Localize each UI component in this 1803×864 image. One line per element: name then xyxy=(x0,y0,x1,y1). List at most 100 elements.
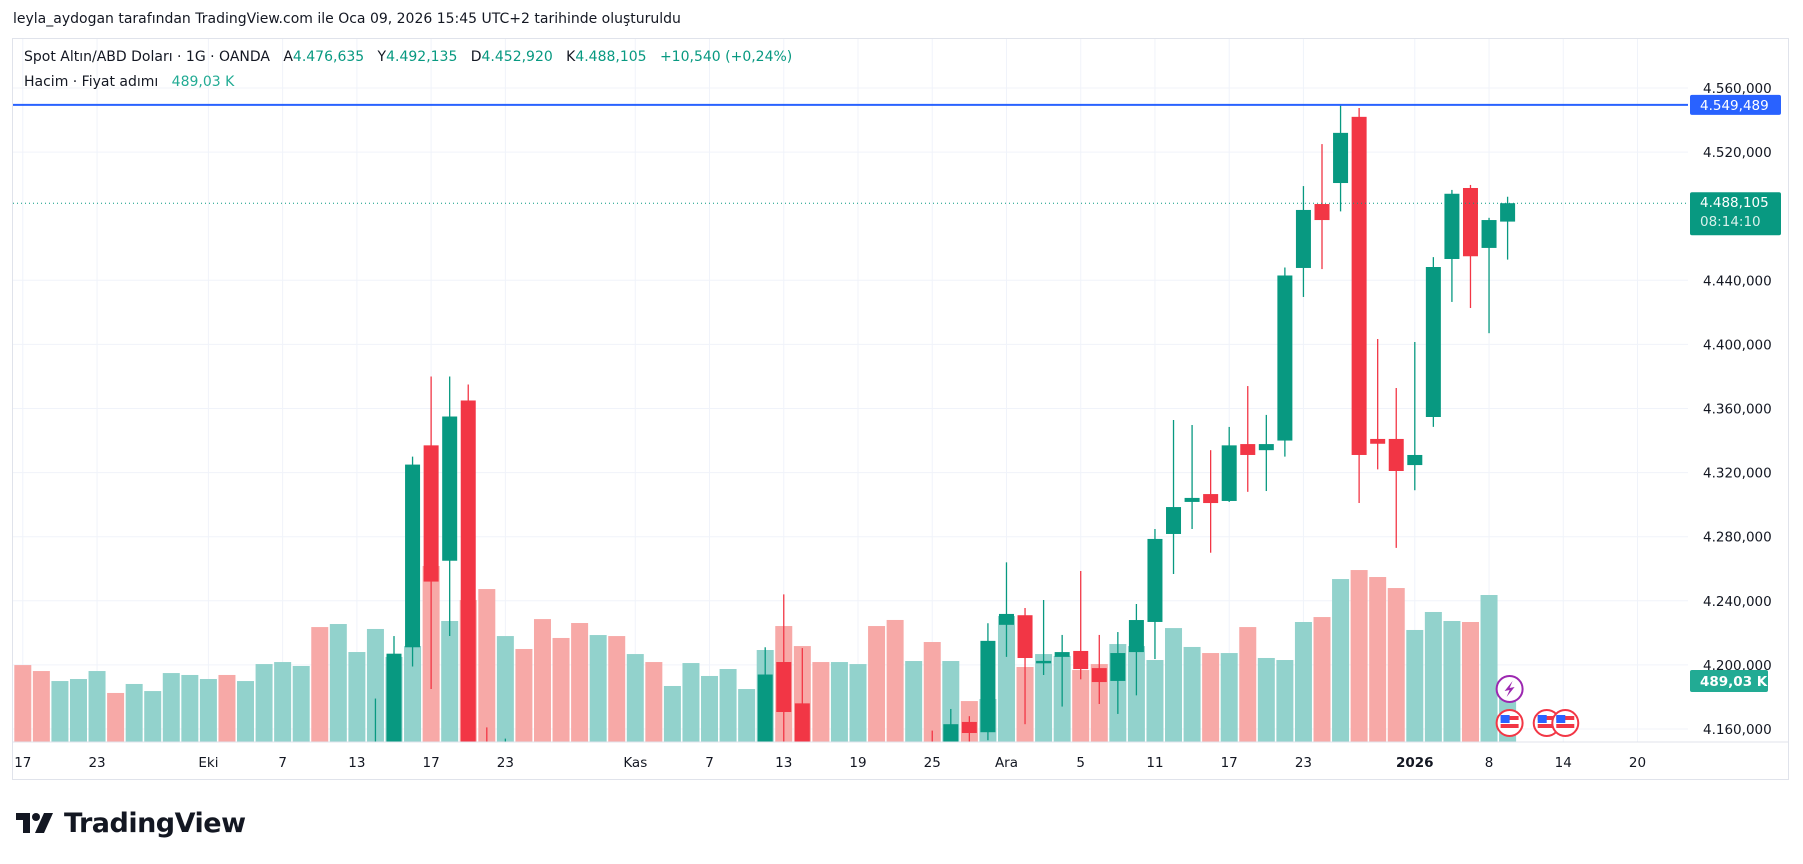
horizontal-line-price-badge[interactable] xyxy=(1690,94,1781,115)
price-axis[interactable]: 4.560,000 4.520,000 4.440,000 4.400,000 4.36… xyxy=(1690,81,1781,738)
candle xyxy=(1184,425,1200,530)
high-label: Y xyxy=(377,49,387,65)
candle xyxy=(1425,257,1441,427)
candle-body xyxy=(1184,497,1200,502)
candle xyxy=(1258,414,1274,492)
volume-bar xyxy=(1165,628,1183,742)
volume-bar xyxy=(589,635,607,742)
volume-bar xyxy=(608,636,626,742)
volume-bar xyxy=(144,691,162,742)
low-label: D xyxy=(470,49,482,65)
volume-bar xyxy=(162,673,180,742)
candle-body xyxy=(1240,444,1256,455)
candle xyxy=(1295,186,1311,297)
volume-bar xyxy=(255,664,273,742)
volume-bar xyxy=(496,636,514,742)
horizontal-line-price-label: 4.549,489 xyxy=(1700,98,1769,114)
volume-bar xyxy=(645,662,663,742)
price-tick-label: 4.200,000 xyxy=(1703,658,1772,674)
candle xyxy=(1221,426,1237,502)
volume-bar xyxy=(886,619,904,742)
candle xyxy=(1128,604,1144,696)
volume-badge[interactable] xyxy=(1690,670,1768,692)
candle xyxy=(1370,338,1386,470)
candle xyxy=(1036,599,1052,675)
volume-bar xyxy=(1257,657,1275,742)
close-label: K xyxy=(566,49,576,65)
volume-bar xyxy=(719,669,737,742)
volume-bar xyxy=(1220,653,1238,742)
event-markers xyxy=(1495,675,1580,737)
candle xyxy=(1481,217,1497,334)
candle xyxy=(1240,386,1256,492)
tradingview-logo[interactable]: TradingView xyxy=(16,808,246,839)
volume-bar xyxy=(1276,660,1294,742)
high-value: 4.492,135 xyxy=(386,49,458,65)
volume-bar xyxy=(237,681,255,742)
low-value: 4.452,920 xyxy=(481,49,553,65)
chart-attribution-title: leyla_aydogan tarafından TradingView.com… xyxy=(13,11,681,27)
price-tick-label: 4.440,000 xyxy=(1703,273,1772,289)
time-axis[interactable]: 17 23 Eki 7 13 17 23 Kas 7 13 19 25 Ara 5 11 17 23 2026 8 1… xyxy=(14,755,1646,771)
last-price-badge[interactable] xyxy=(1690,192,1781,236)
flag-stripe xyxy=(1537,724,1556,728)
price-tick-label: 4.240,000 xyxy=(1703,594,1772,610)
candle-body xyxy=(1166,507,1182,534)
candle xyxy=(1166,420,1182,575)
volume-bar xyxy=(69,679,87,742)
candle xyxy=(405,456,421,667)
candle-body xyxy=(1295,209,1311,268)
time-tick-label: 7 xyxy=(705,755,714,771)
volume-bar xyxy=(1424,611,1442,742)
volume-bar xyxy=(1480,595,1498,742)
volume-bar xyxy=(905,661,923,742)
flag-canton xyxy=(1537,715,1547,723)
candle-body xyxy=(1017,615,1033,659)
candle-body xyxy=(1091,668,1107,683)
open-value: 4.476,635 xyxy=(292,49,365,65)
volume-bar xyxy=(107,692,125,742)
candle xyxy=(961,716,977,742)
candle-body xyxy=(1054,652,1070,657)
candle-body xyxy=(386,653,402,742)
price-tick-label: 4.160,000 xyxy=(1703,722,1772,738)
volume-bar xyxy=(1239,627,1257,742)
candle xyxy=(423,376,439,689)
volume-bar xyxy=(701,675,719,742)
candle-body xyxy=(998,613,1014,625)
candle xyxy=(1444,189,1460,302)
candle xyxy=(757,647,773,742)
volume-badge-label: 489,03 K xyxy=(1700,674,1768,690)
volume-bar xyxy=(1387,588,1405,742)
volume-bar xyxy=(738,689,756,742)
candle-body xyxy=(1407,454,1423,466)
time-tick-label: 11 xyxy=(1146,755,1163,771)
candle-body xyxy=(1203,494,1219,504)
volume-bar xyxy=(199,679,217,742)
candle xyxy=(1147,529,1163,659)
candle xyxy=(943,708,959,742)
candle-body xyxy=(776,662,792,713)
price-tick-label: 4.400,000 xyxy=(1703,337,1772,353)
candle xyxy=(1388,387,1404,548)
volume-bar xyxy=(218,674,236,742)
volume-label: Hacim · Fiyat adımı xyxy=(24,74,159,90)
price-tick-label: 4.520,000 xyxy=(1703,145,1772,161)
candle-body xyxy=(980,640,996,733)
candle xyxy=(1333,104,1349,212)
candle-body xyxy=(442,416,458,561)
volume-bar xyxy=(404,646,422,742)
lightning-glyph xyxy=(1504,681,1515,697)
candle xyxy=(1073,570,1089,680)
candle-body xyxy=(1462,187,1478,257)
volume-bar xyxy=(1313,617,1331,742)
time-tick-label: 5 xyxy=(1076,755,1085,771)
volume-bar xyxy=(329,624,347,742)
bar-countdown-label: 08:14:10 xyxy=(1700,214,1761,230)
price-tick-label: 4.360,000 xyxy=(1703,402,1772,418)
symbol-legend[interactable]: Spot Altın/ABD Doları · 1G · OANDA A4.47… xyxy=(24,49,792,65)
volume-legend[interactable]: Hacim · Fiyat adımı 489,03 K xyxy=(24,74,234,90)
tradingview-logo-icon xyxy=(16,813,53,833)
time-tick-label: Kas xyxy=(623,755,647,771)
